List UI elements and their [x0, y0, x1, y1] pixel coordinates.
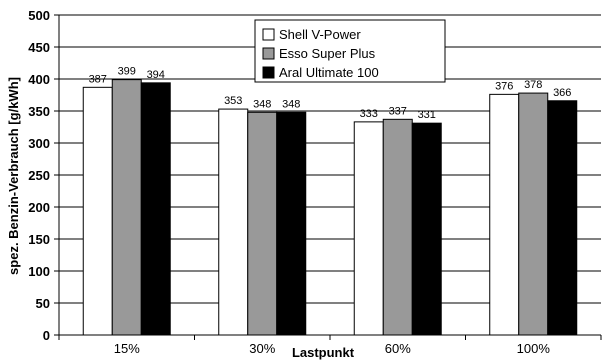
data-label: 337 — [389, 105, 407, 117]
bar — [411, 122, 442, 336]
legend-label: Shell V-Power — [279, 27, 361, 42]
y-tick-label: 250 — [28, 168, 50, 183]
bar — [140, 82, 171, 336]
data-label: 348 — [282, 98, 300, 110]
bar — [547, 100, 578, 336]
data-labels: 387 399 394 353 348 348 333 337 331 376 378 366 — [89, 66, 572, 122]
legend-box — [254, 19, 446, 83]
y-tick-label: 500 — [28, 8, 50, 23]
data-label: 394 — [147, 69, 165, 81]
y-tick-label: 450 — [28, 40, 50, 55]
y-tick-label: 100 — [28, 264, 50, 279]
data-label: 366 — [553, 87, 571, 99]
x-tick-label: 15% — [114, 341, 140, 356]
bar — [518, 92, 549, 336]
data-label: 333 — [360, 108, 378, 120]
y-tick-label: 150 — [28, 232, 50, 247]
bar — [489, 93, 520, 336]
x-tick-label: 100% — [517, 341, 551, 356]
bar — [82, 86, 113, 336]
x-tick-labels: 15% 30% 60% 100% — [114, 341, 551, 356]
x-tick-label: 30% — [249, 341, 275, 356]
data-label: 387 — [89, 73, 107, 85]
y-axis-label: spez. Benzin-Verbrauch [g/kWh] — [6, 77, 21, 275]
data-label: 378 — [524, 79, 542, 91]
legend: Shell V-Power Esso Super Plus Aral Ultimat… — [254, 19, 446, 83]
y-tick-label: 300 — [28, 136, 50, 151]
y-tick-label: 400 — [28, 72, 50, 87]
data-label: 399 — [118, 66, 136, 78]
data-label: 353 — [224, 95, 242, 107]
bar — [247, 111, 278, 336]
x-tick-label: 60% — [385, 341, 411, 356]
bar — [276, 111, 307, 336]
legend-swatch — [262, 47, 275, 60]
x-axis-label: Lastpunkt — [292, 345, 355, 360]
data-label: 376 — [495, 80, 513, 92]
axes — [54, 14, 602, 340]
bar — [218, 108, 249, 336]
y-tick-label: 50 — [36, 296, 50, 311]
y-tick-label: 350 — [28, 104, 50, 119]
bar — [353, 121, 384, 336]
data-label: 331 — [418, 109, 436, 121]
y-tick-labels: 0 50 100 150 200 250 300 350 400 450 500 — [28, 8, 50, 343]
y-tick-label: 0 — [43, 328, 50, 343]
legend-label: Esso Super Plus — [279, 46, 376, 61]
data-label: 348 — [253, 98, 271, 110]
legend-label: Aral Ultimate 100 — [279, 65, 379, 80]
bar — [111, 79, 142, 336]
y-tick-label: 200 — [28, 200, 50, 215]
legend-swatch — [262, 28, 275, 41]
bar — [382, 118, 413, 336]
legend-swatch — [262, 66, 275, 79]
